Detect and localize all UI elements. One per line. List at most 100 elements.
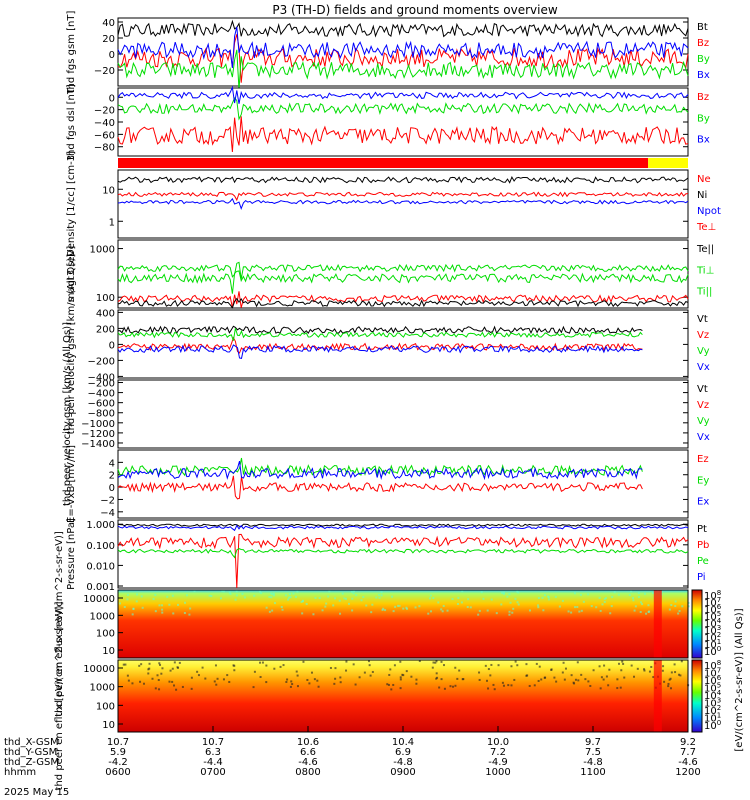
spectrogram-speckle [451,598,454,601]
spectrogram-speckle [313,678,316,681]
spectrogram-speckle [343,597,346,600]
spectrogram-speckle [241,592,244,595]
spectrogram-speckle [501,681,504,684]
panel-frame [117,379,689,449]
y-tick-label: 10 [102,720,115,731]
legend-entry: Ez [697,454,709,465]
series-Ti⊥-line [117,261,689,280]
spectrogram-speckle [259,675,262,678]
spectrogram-speckle [477,613,480,616]
y-tick-label: 0 [109,50,115,61]
spectrogram-speckle [663,680,666,683]
panel-frame [117,87,689,157]
spectrogram-speckle [516,664,519,667]
spectrogram-stripe [653,660,662,732]
series-Te||-line [117,297,689,309]
spectrogram-stripe [653,590,662,658]
spectrogram-speckle [603,664,606,667]
spectrogram-speckle [381,608,384,611]
spectrogram-speckle [271,593,274,596]
spectrogram-speckle [435,660,438,663]
panel-4: 10 1 Ne Ni Npot Te⊥ Density [1/cc] [cm-3] [66,151,721,257]
spectrogram-speckle [674,605,677,608]
spectrogram-speckle [382,607,385,610]
spectrogram-speckle [308,682,311,685]
spectrogram-speckle [485,679,488,682]
y-tick-label: 100 [96,701,115,712]
spectrogram-speckle [613,591,616,594]
spectrogram-speckle [577,679,580,682]
spectrogram-speckle [371,670,374,673]
y-tick-label: −2 [100,495,115,506]
spectrogram-speckle [434,661,437,664]
y-tick-label: 40 [102,18,115,29]
spectrogram-speckle [578,610,581,613]
spectrogram-speckle [296,590,299,593]
spectrogram-speckle [354,683,357,686]
spectrogram-speckle [516,601,519,604]
y-tick-label: −600 [88,399,115,410]
footer-value: 7.5 [585,747,601,758]
colorbar-tick-label: 106 [704,674,722,687]
spectrogram-speckle [123,605,126,608]
spectrogram-speckle [541,596,544,599]
y-tick-label: 0 [109,93,115,104]
spectrogram-speckle [547,598,550,601]
spectrogram-speckle [492,683,495,686]
spectrogram-speckle [259,661,262,664]
spectrogram-speckle [334,677,337,680]
spectrogram-speckle [341,592,344,595]
spectrogram-speckle [595,606,598,609]
spectrogram-speckle [622,662,625,665]
y-tick-label: 10000 [83,594,115,605]
spectrogram-speckle [440,660,443,663]
spectrogram-speckle [587,593,590,596]
spectrogram-speckle [159,663,162,666]
spectrogram-speckle [350,590,353,593]
spectrogram-speckle [338,599,341,602]
spectrogram-speckle [158,604,161,607]
legend-entry: Bt [697,22,708,33]
spectrogram-speckle [190,687,193,690]
spectrogram-speckle [442,604,445,607]
spectrogram-speckle [677,612,680,615]
spectrogram-speckle [171,667,174,670]
spectrogram-speckle [604,597,607,600]
spectrogram-speckle [296,685,299,688]
series-Pi-line [117,524,689,532]
colorbar-tick-label: 103 [704,624,721,637]
panel-frame [117,589,689,659]
spectrogram-speckle [537,597,540,600]
spectrogram-speckle [582,600,585,603]
spectrogram-speckle [352,592,355,595]
spectrogram-speckle [506,595,509,598]
footer-value: 0700 [200,767,225,778]
spectrogram-speckle [538,665,541,668]
spectrogram-speckle [526,674,529,677]
y-tick-label: −1000 [81,419,115,430]
chart-title: P3 (TH-D) fields and ground moments over… [272,3,557,17]
spectrogram-speckle [398,604,401,607]
footer-value: -4.6 [298,757,318,768]
spectrogram-speckle [478,609,481,612]
spectrogram-speckle [510,665,513,668]
spectrogram-speckle [647,611,650,614]
y-tick-label: −400 [88,389,115,400]
spectrogram-speckle [467,598,470,601]
spectrogram-speckle [272,592,275,595]
y-tick-label: −20 [94,106,115,117]
colorbar [691,659,703,733]
spectrogram-speckle [290,680,293,683]
spectrogram-speckle [633,675,636,678]
spectrogram-speckle [680,660,683,663]
spectrogram-speckle [460,601,463,604]
legend-entry: Vt [697,314,708,325]
spectrogram-speckle [670,603,673,606]
spectrogram-speckle [500,603,503,606]
series-Ni-line [117,175,689,184]
y-tick-label: 100 [96,293,115,304]
spectrogram-speckle [306,678,309,681]
footer-value: 0800 [295,767,320,778]
series-Bz-line [117,116,689,153]
spectrogram-speckle [637,592,640,595]
